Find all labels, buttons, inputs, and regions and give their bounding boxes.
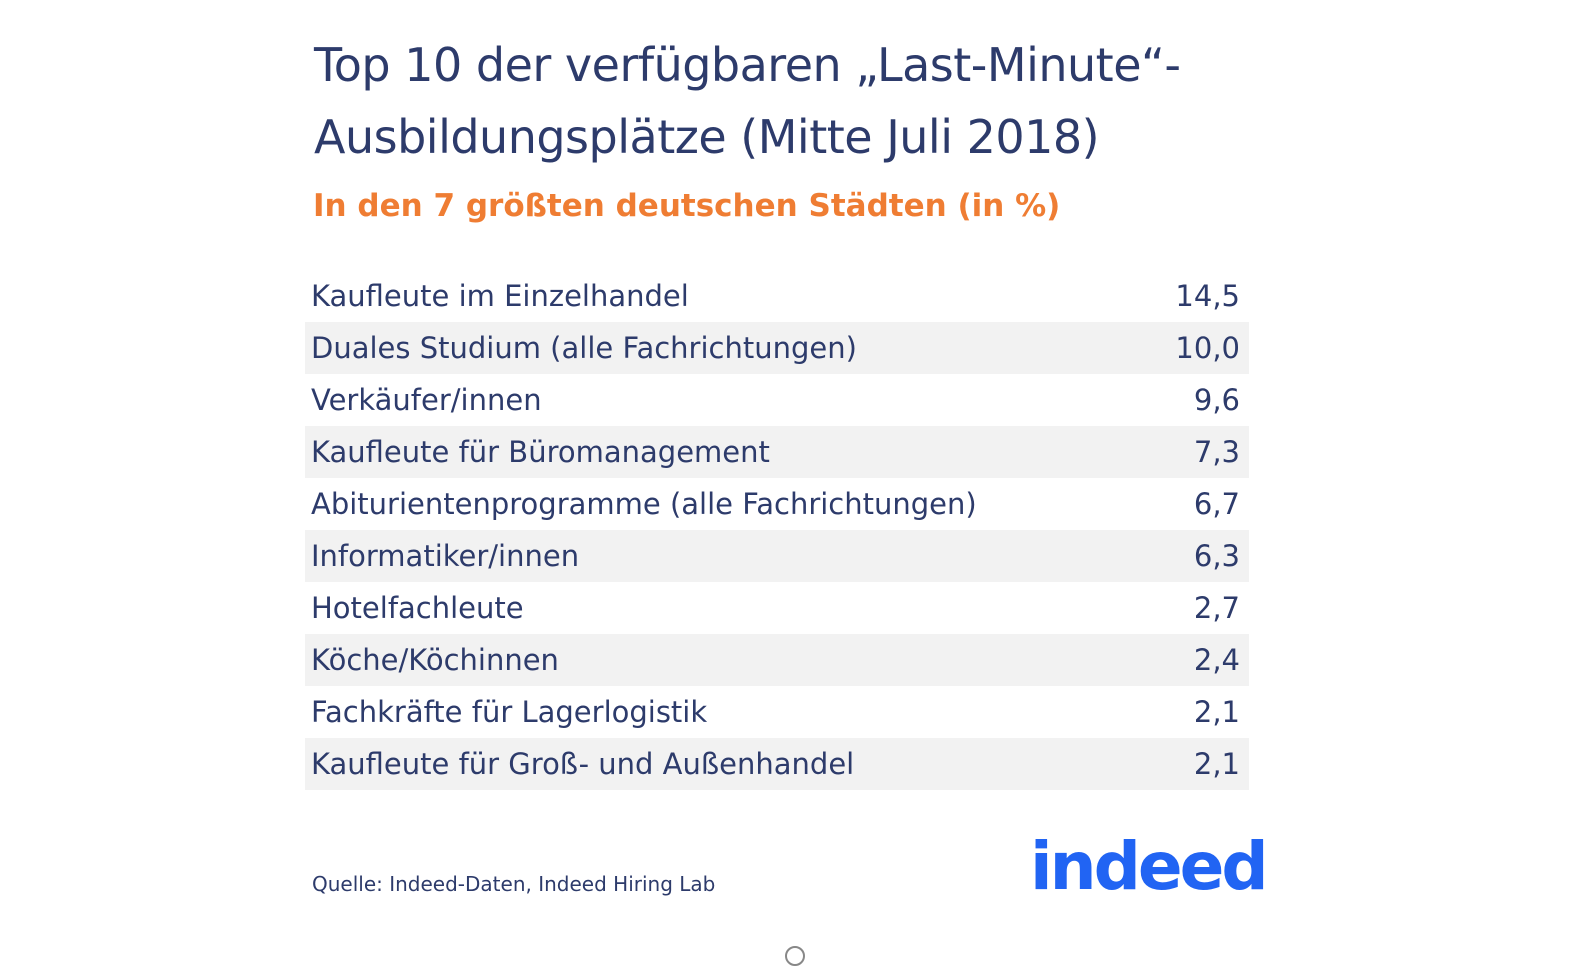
row-label: Abiturientenprogramme (alle Fachrichtung…	[311, 487, 977, 521]
row-value: 2,1	[1193, 747, 1240, 781]
table-row: Hotelfachleute 2,7	[305, 582, 1249, 634]
row-value: 7,3	[1193, 435, 1240, 469]
table-row: Kaufleute für Büromanagement 7,3	[305, 426, 1249, 478]
logo: indeed	[1030, 828, 1269, 905]
reload-icon[interactable]	[785, 946, 805, 966]
source: Quelle: Indeed-Daten, Indeed Hiring Lab	[312, 872, 716, 896]
row-label: Duales Studium (alle Fachrichtungen)	[311, 331, 857, 365]
row-value: 9,6	[1193, 383, 1240, 417]
row-label: Kaufleute für Groß- und Außenhandel	[311, 747, 855, 781]
row-label: Kaufleute für Büromanagement	[311, 435, 770, 469]
row-value: 14,5	[1175, 279, 1240, 313]
table: Kaufleute im Einzelhandel 14,5 Duales Stud…	[305, 270, 1249, 790]
row-value: 6,7	[1193, 487, 1240, 521]
title-line: Top 10 der verfügbaren „Last-Minute“-	[314, 38, 1181, 92]
table-row: Köche/Köchinnen 2,4	[305, 634, 1249, 686]
table-row: Verkäufer/innen 9,6	[305, 374, 1249, 426]
table-row: Duales Studium (alle Fachrichtungen) 10,0	[305, 322, 1249, 374]
subtitle: In den 7 größten deutschen Städten (in %…	[313, 188, 1061, 224]
row-value: 2,7	[1193, 591, 1240, 625]
table-row: Fachkräfte für Lagerlogistik 2,1	[305, 686, 1249, 738]
table-row: Kaufleute für Groß- und Außenhandel 2,1	[305, 738, 1249, 790]
table-row: Kaufleute im Einzelhandel 14,5	[305, 270, 1249, 322]
row-label: Kaufleute im Einzelhandel	[311, 279, 689, 313]
row-value: 2,4	[1193, 643, 1240, 677]
row-label: Fachkräfte für Lagerlogistik	[311, 695, 708, 729]
row-value: 6,3	[1193, 539, 1240, 573]
table-row: Informatiker/innen 6,3	[305, 530, 1249, 582]
row-value: 2,1	[1193, 695, 1240, 729]
row-label: Hotelfachleute	[311, 591, 524, 625]
row-label: Verkäufer/innen	[311, 383, 542, 417]
title-line: Ausbildungsplätze (Mitte Juli 2018)	[314, 110, 1100, 164]
row-value: 10,0	[1175, 331, 1240, 365]
row-label: Köche/Köchinnen	[311, 643, 559, 677]
row-label: Informatiker/innen	[311, 539, 580, 573]
table-row: Abiturientenprogramme (alle Fachrichtung…	[305, 478, 1249, 530]
